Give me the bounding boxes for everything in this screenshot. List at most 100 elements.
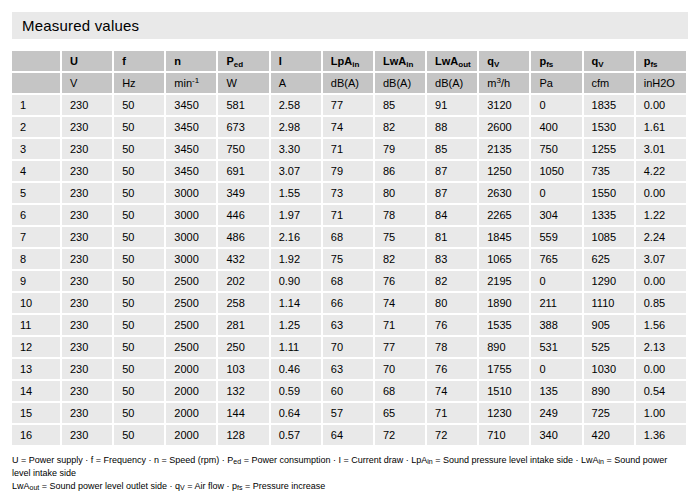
cell-lpa-in: 74 [323, 117, 373, 137]
cell-lwa-out: 71 [427, 403, 477, 423]
row-index-cell: 1 [12, 95, 60, 115]
cell-i: 2.58 [271, 95, 321, 115]
cell-f: 50 [114, 117, 164, 137]
cell-n: 2000 [166, 381, 216, 401]
col-header-lpa-in: LpAin [323, 51, 373, 71]
cell-lwa-in: 80 [375, 183, 425, 203]
cell-u: 230 [62, 381, 112, 401]
legend-line-2: LwAout = Sound power level outlet side ·… [12, 480, 688, 493]
cell-lwa-out: 87 [427, 183, 477, 203]
cell-lwa-out: 91 [427, 95, 477, 115]
cell-pfs-inh2o: 2.13 [636, 337, 686, 357]
cell-u: 230 [62, 337, 112, 357]
cell-lpa-in: 77 [323, 95, 373, 115]
cell-ped: 673 [218, 117, 268, 137]
cell-ped: 202 [218, 271, 268, 291]
cell-u: 230 [62, 117, 112, 137]
cell-i: 0.46 [271, 359, 321, 379]
cell-n: 2000 [166, 403, 216, 423]
row-index-cell: 3 [12, 139, 60, 159]
cell-pfs-pa: 135 [531, 381, 581, 401]
row-index-cell: 5 [12, 183, 60, 203]
cell-ped: 144 [218, 403, 268, 423]
cell-lwa-out: 84 [427, 205, 477, 225]
cell-ped: 103 [218, 359, 268, 379]
cell-lwa-in: 77 [375, 337, 425, 357]
cell-pfs-inh2o: 3.07 [636, 249, 686, 269]
cell-pfs-pa: 304 [531, 205, 581, 225]
cell-qv-cfm: 735 [584, 161, 634, 181]
cell-pfs-inh2o: 2.24 [636, 227, 686, 247]
row-index-cell: 9 [12, 271, 60, 291]
measured-values-table: UfnPedILpAinLwAinLwAoutqVpfsqVpfsVHzmin-… [10, 49, 688, 447]
table-row: 142305020001320.5960687415101358900.54 [12, 381, 686, 401]
cell-lpa-in: 73 [323, 183, 373, 203]
col-unit-qv-cfm: cfm [584, 73, 634, 93]
cell-qv-m3h: 1755 [479, 359, 529, 379]
cell-qv-cfm: 420 [584, 425, 634, 445]
cell-f: 50 [114, 403, 164, 423]
cell-pfs-inh2o: 1.56 [636, 315, 686, 335]
col-unit-pfs-inh2o: inH2O [636, 73, 686, 93]
cell-lpa-in: 60 [323, 381, 373, 401]
cell-lwa-in: 76 [375, 271, 425, 291]
cell-i: 0.57 [271, 425, 321, 445]
cell-pfs-pa: 400 [531, 117, 581, 137]
row-index-cell: 11 [12, 315, 60, 335]
cell-pfs-pa: 0 [531, 271, 581, 291]
col-header-lwa-out: LwAout [427, 51, 477, 71]
cell-lpa-in: 57 [323, 403, 373, 423]
cell-lwa-out: 80 [427, 293, 477, 313]
cell-n: 3000 [166, 249, 216, 269]
cell-ped: 691 [218, 161, 268, 181]
cell-pfs-pa: 0 [531, 183, 581, 203]
cell-ped: 446 [218, 205, 268, 225]
cell-i: 1.11 [271, 337, 321, 357]
cell-ped: 281 [218, 315, 268, 335]
cell-i: 0.64 [271, 403, 321, 423]
table-row: 22305034506732.98748288260040015301.61 [12, 117, 686, 137]
cell-lwa-out: 81 [427, 227, 477, 247]
cell-f: 50 [114, 271, 164, 291]
cell-pfs-inh2o: 0.00 [636, 271, 686, 291]
cell-u: 230 [62, 139, 112, 159]
table-row: 102305025002581.14667480189021111100.85 [12, 293, 686, 313]
cell-u: 230 [62, 293, 112, 313]
cell-u: 230 [62, 227, 112, 247]
cell-qv-m3h: 2135 [479, 139, 529, 159]
page-title: Measured values [12, 12, 688, 39]
row-index-cell: 13 [12, 359, 60, 379]
row-index-cell: 4 [12, 161, 60, 181]
cell-i: 1.55 [271, 183, 321, 203]
cell-ped: 349 [218, 183, 268, 203]
cell-i: 0.90 [271, 271, 321, 291]
col-unit-ped: W [218, 73, 268, 93]
legend-line-1: U = Power supply · f = Frequency · n = S… [12, 454, 688, 480]
table-row: 42305034506913.07798687125010507354.22 [12, 161, 686, 181]
col-unit-u: V [62, 73, 112, 93]
cell-qv-cfm: 1085 [584, 227, 634, 247]
cell-qv-m3h: 1250 [479, 161, 529, 181]
col-header-qv-m3h: qV [479, 51, 529, 71]
cell-u: 230 [62, 271, 112, 291]
col-unit-lpa-in: dB(A) [323, 73, 373, 93]
cell-pfs-pa: 388 [531, 315, 581, 335]
cell-lwa-in: 82 [375, 117, 425, 137]
cell-pfs-inh2o: 4.22 [636, 161, 686, 181]
cell-n: 3450 [166, 139, 216, 159]
cell-pfs-inh2o: 0.00 [636, 359, 686, 379]
cell-lwa-out: 74 [427, 381, 477, 401]
cell-f: 50 [114, 337, 164, 357]
cell-f: 50 [114, 315, 164, 335]
cell-qv-m3h: 1510 [479, 381, 529, 401]
table-row: 32305034507503.30717985213575012553.01 [12, 139, 686, 159]
cell-n: 2500 [166, 271, 216, 291]
header-symbol-row: UfnPedILpAinLwAinLwAoutqVpfsqVpfs [12, 51, 686, 71]
cell-ped: 250 [218, 337, 268, 357]
row-index-cell: 8 [12, 249, 60, 269]
cell-n: 3450 [166, 117, 216, 137]
cell-n: 3450 [166, 95, 216, 115]
cell-pfs-pa: 531 [531, 337, 581, 357]
cell-lpa-in: 64 [323, 425, 373, 445]
cell-qv-cfm: 890 [584, 381, 634, 401]
